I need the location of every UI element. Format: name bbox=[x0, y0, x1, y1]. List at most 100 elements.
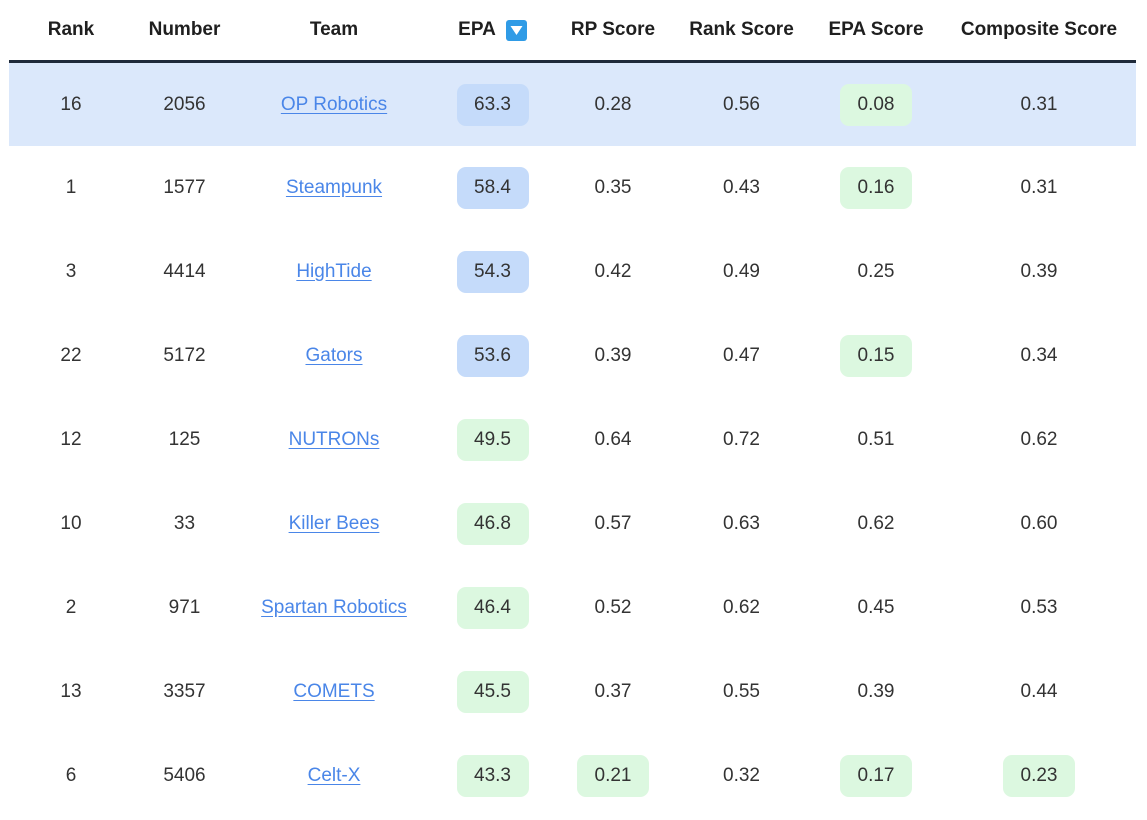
epa-value: 46.8 bbox=[456, 503, 529, 545]
sort-down-icon[interactable] bbox=[505, 19, 527, 41]
table-row: 1 1577 Steampunk 58.4 0.35 0.43 0.16 0.3… bbox=[9, 146, 1136, 230]
header-epa-score[interactable]: EPA Score bbox=[810, 0, 942, 60]
rp-score-cell: 0.28 bbox=[553, 63, 673, 146]
epa-cell: 46.8 bbox=[432, 482, 553, 566]
epa-score-cell: 0.08 bbox=[810, 63, 942, 146]
number-cell: 2056 bbox=[133, 63, 236, 146]
rank-cell: 3 bbox=[9, 230, 133, 314]
team-number-value: 971 bbox=[168, 597, 201, 618]
team-cell: Spartan Robotics bbox=[236, 566, 432, 650]
composite-score-cell: 0.44 bbox=[942, 650, 1136, 734]
table-row: 13 3357 COMETS 45.5 0.37 0.55 0.39 0.44 bbox=[9, 650, 1136, 734]
table-header: Rank Number Team EPA RP Score Rank Score… bbox=[9, 0, 1136, 63]
header-number[interactable]: Number bbox=[133, 0, 236, 60]
team-link[interactable]: Spartan Robotics bbox=[261, 597, 407, 618]
rank-score-cell: 0.47 bbox=[673, 314, 810, 398]
epa-score-value: 0.62 bbox=[857, 513, 895, 534]
rp-score-value: 0.64 bbox=[594, 429, 632, 450]
team-link[interactable]: Steampunk bbox=[285, 177, 383, 198]
team-number-value: 33 bbox=[173, 513, 196, 534]
team-cell: HighTide bbox=[236, 230, 432, 314]
rp-score-cell: 0.42 bbox=[553, 230, 673, 314]
rank-score-value: 0.47 bbox=[723, 345, 760, 366]
table-body: 16 2056 OP Robotics 63.3 0.28 0.56 0.08 … bbox=[9, 63, 1136, 818]
rank-score-value: 0.56 bbox=[723, 93, 760, 115]
rank-value: 16 bbox=[60, 93, 82, 115]
table-row: 22 5172 Gators 53.6 0.39 0.47 0.15 0.34 bbox=[9, 314, 1136, 398]
rank-cell: 6 bbox=[9, 734, 133, 818]
rp-score-cell: 0.21 bbox=[553, 734, 673, 818]
epa-value: 43.3 bbox=[456, 755, 529, 797]
table-row: 12 125 NUTRONs 49.5 0.64 0.72 0.51 0.62 bbox=[9, 398, 1136, 482]
number-cell: 4414 bbox=[133, 230, 236, 314]
composite-score-cell: 0.31 bbox=[942, 146, 1136, 230]
composite-score-cell: 0.31 bbox=[942, 63, 1136, 146]
composite-score-cell: 0.39 bbox=[942, 230, 1136, 314]
number-cell: 33 bbox=[133, 482, 236, 566]
team-cell: OP Robotics bbox=[236, 63, 432, 146]
number-cell: 5172 bbox=[133, 314, 236, 398]
team-table: Rank Number Team EPA RP Score Rank Score… bbox=[9, 0, 1136, 818]
rank-value: 12 bbox=[60, 429, 82, 450]
team-link[interactable]: Celt-X bbox=[307, 765, 361, 786]
epa-score-cell: 0.51 bbox=[810, 398, 942, 482]
header-team[interactable]: Team bbox=[236, 0, 432, 60]
rank-score-value: 0.72 bbox=[723, 429, 760, 450]
composite-score-value: 0.60 bbox=[1020, 513, 1058, 534]
team-number-value: 125 bbox=[168, 429, 201, 450]
rank-cell: 12 bbox=[9, 398, 133, 482]
rp-score-value: 0.35 bbox=[594, 177, 632, 198]
rp-score-cell: 0.52 bbox=[553, 566, 673, 650]
epa-score-cell: 0.17 bbox=[810, 734, 942, 818]
rp-score-cell: 0.64 bbox=[553, 398, 673, 482]
rank-value: 6 bbox=[65, 765, 77, 786]
rank-score-value: 0.49 bbox=[723, 261, 760, 282]
epa-score-cell: 0.25 bbox=[810, 230, 942, 314]
team-cell: COMETS bbox=[236, 650, 432, 734]
header-epa[interactable]: EPA bbox=[432, 0, 553, 60]
rank-score-value: 0.62 bbox=[723, 597, 760, 618]
rank-score-cell: 0.43 bbox=[673, 146, 810, 230]
epa-score-cell: 0.45 bbox=[810, 566, 942, 650]
rp-score-value: 0.52 bbox=[594, 597, 632, 618]
team-link[interactable]: OP Robotics bbox=[280, 93, 388, 115]
team-cell: Celt-X bbox=[236, 734, 432, 818]
epa-score-value: 0.15 bbox=[840, 335, 912, 377]
team-link[interactable]: NUTRONs bbox=[288, 429, 380, 450]
header-composite-score[interactable]: Composite Score bbox=[942, 0, 1136, 60]
team-number-value: 2056 bbox=[163, 93, 206, 115]
table-row: 2 971 Spartan Robotics 46.4 0.52 0.62 0.… bbox=[9, 566, 1136, 650]
rank-score-value: 0.63 bbox=[723, 513, 760, 534]
rank-value: 10 bbox=[60, 513, 82, 534]
team-link[interactable]: Gators bbox=[305, 345, 363, 366]
table-row: 16 2056 OP Robotics 63.3 0.28 0.56 0.08 … bbox=[9, 63, 1136, 146]
epa-value: 58.4 bbox=[456, 167, 529, 209]
composite-score-value: 0.34 bbox=[1020, 345, 1058, 366]
epa-value: 54.3 bbox=[456, 251, 529, 293]
composite-score-value: 0.53 bbox=[1020, 597, 1058, 618]
rp-score-value: 0.57 bbox=[594, 513, 632, 534]
team-link[interactable]: COMETS bbox=[293, 681, 375, 702]
epa-score-cell: 0.15 bbox=[810, 314, 942, 398]
epa-cell: 53.6 bbox=[432, 314, 553, 398]
epa-score-cell: 0.39 bbox=[810, 650, 942, 734]
header-team-label: Team bbox=[309, 19, 359, 40]
rp-score-cell: 0.57 bbox=[553, 482, 673, 566]
rank-cell: 22 bbox=[9, 314, 133, 398]
header-composite-score-label: Composite Score bbox=[960, 19, 1118, 40]
epa-value: 63.3 bbox=[456, 83, 529, 126]
team-link[interactable]: HighTide bbox=[296, 261, 372, 282]
header-rank-label: Rank bbox=[47, 19, 95, 40]
epa-cell: 46.4 bbox=[432, 566, 553, 650]
rank-cell: 16 bbox=[9, 63, 133, 146]
header-rank-score[interactable]: Rank Score bbox=[673, 0, 810, 60]
team-number-value: 3357 bbox=[163, 681, 206, 702]
rank-value: 3 bbox=[65, 261, 77, 282]
rank-cell: 10 bbox=[9, 482, 133, 566]
header-rank[interactable]: Rank bbox=[9, 0, 133, 60]
rank-cell: 13 bbox=[9, 650, 133, 734]
team-link[interactable]: Killer Bees bbox=[288, 513, 380, 534]
epa-score-cell: 0.62 bbox=[810, 482, 942, 566]
header-rp-score[interactable]: RP Score bbox=[553, 0, 673, 60]
rank-value: 22 bbox=[60, 345, 82, 366]
